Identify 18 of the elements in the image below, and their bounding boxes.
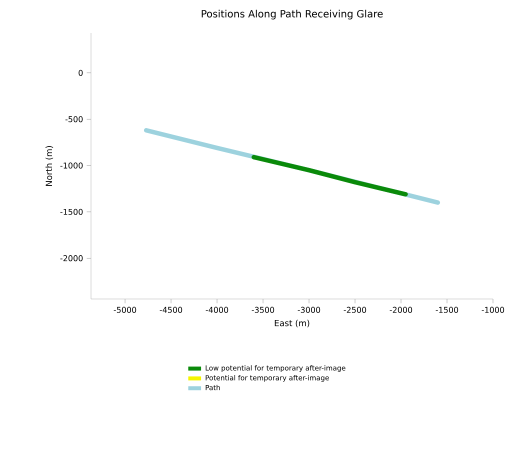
y-tick-label: -500 [65,116,83,122]
y-tick-label: -2000 [60,255,83,262]
x-tick-label: -4000 [206,306,228,313]
x-tick-label: -1000 [482,306,504,313]
y-tick-label: 0 [78,70,83,76]
y-tick-label: -1000 [60,162,83,169]
chart-title: Positions Along Path Receiving Glare [202,10,383,20]
x-tick-label: -2500 [344,306,366,313]
x-tick-label: -3500 [252,306,274,313]
x-axis-title: East (m) [274,320,310,328]
line-series [252,154,408,197]
y-axis-title: North (m) [46,146,54,186]
x-tick-label: -5000 [114,306,136,313]
x-tick-label: -4500 [160,306,182,313]
y-tick-label: -1500 [60,208,83,215]
x-tick-label: -1500 [436,306,458,313]
x-tick-label: -2000 [390,306,412,313]
x-tick-label: -3000 [298,306,320,313]
